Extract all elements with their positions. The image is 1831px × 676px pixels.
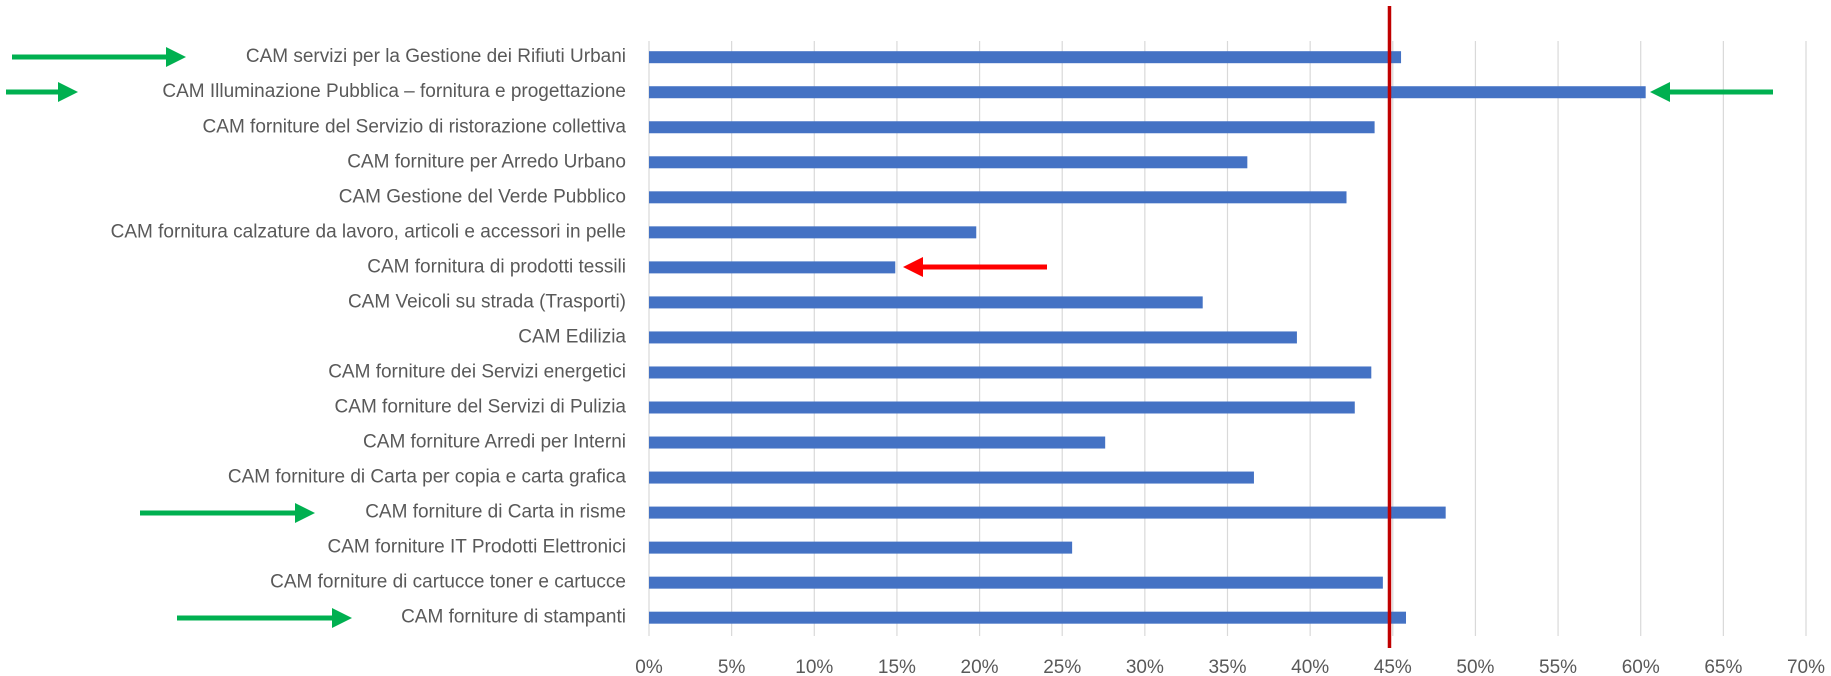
y-tick-label: CAM forniture IT Prodotti Elettronici (328, 537, 626, 558)
bar (649, 191, 1347, 204)
bar (649, 226, 977, 239)
bar (649, 261, 896, 274)
y-tick-label: CAM fornitura di prodotti tessili (367, 256, 626, 277)
y-tick-label: CAM Illuminazione Pubblica – fornitura e… (162, 81, 626, 102)
y-tick-label: CAM forniture di Carta in risme (365, 502, 626, 523)
x-tick-label: 45% (1374, 657, 1412, 676)
x-tick-label: 50% (1456, 657, 1494, 676)
x-tick-label: 40% (1291, 657, 1329, 676)
bar (649, 506, 1446, 519)
x-tick-label: 35% (1208, 657, 1246, 676)
x-tick-label: 0% (635, 657, 663, 676)
y-tick-label: CAM forniture Arredi per Interni (363, 432, 626, 453)
x-tick-label: 20% (961, 657, 999, 676)
bar (649, 576, 1383, 589)
y-tick-label: CAM servizi per la Gestione dei Rifiuti … (246, 46, 626, 67)
x-tick-label: 25% (1043, 657, 1081, 676)
plot: 0% 5% 10% 15% 20% 25% 30% 35% 40% 45% 50% 55% 60% 65%… (111, 6, 1825, 676)
y-tick-label: CAM forniture per Arredo Urbano (347, 151, 626, 172)
y-tick-label: CAM forniture di stampanti (401, 607, 626, 628)
x-tick-label: 10% (795, 657, 833, 676)
x-tick-label: 15% (878, 657, 916, 676)
bar (649, 156, 1248, 169)
y-tick-label: CAM forniture dei Servizi energetici (328, 361, 626, 382)
x-tick-label: 5% (718, 657, 746, 676)
y-tick-label: CAM forniture di Carta per copia e carta… (228, 467, 627, 488)
y-tick-label: CAM forniture del Servizi di Pulizia (335, 397, 627, 418)
bar (649, 436, 1106, 449)
bar (649, 296, 1203, 309)
y-tick-label: CAM forniture di cartucce toner e cartuc… (270, 572, 626, 593)
bar (649, 611, 1407, 624)
bar (649, 541, 1073, 554)
x-tick-label: 55% (1539, 657, 1577, 676)
y-tick-label: CAM forniture del Servizio di ristorazio… (203, 116, 627, 137)
bar (649, 86, 1646, 99)
y-tick-label: CAM Gestione del Verde Pubblico (339, 186, 626, 207)
bar (649, 51, 1402, 64)
x-tick-label: 65% (1704, 657, 1742, 676)
x-tick-label: 70% (1787, 657, 1825, 676)
x-tick-label: 30% (1126, 657, 1164, 676)
y-tick-label: CAM Edilizia (518, 326, 626, 347)
bar (649, 366, 1372, 379)
annotations (6, 47, 1773, 628)
bar (649, 401, 1355, 414)
y-tick-label: CAM fornitura calzature da lavoro, artic… (111, 221, 626, 242)
y-tick-label: CAM Veicoli su strada (Trasporti) (348, 291, 626, 312)
bar (649, 471, 1254, 484)
bar (649, 331, 1297, 344)
x-tick-label: 60% (1622, 657, 1660, 676)
bar (649, 121, 1375, 134)
